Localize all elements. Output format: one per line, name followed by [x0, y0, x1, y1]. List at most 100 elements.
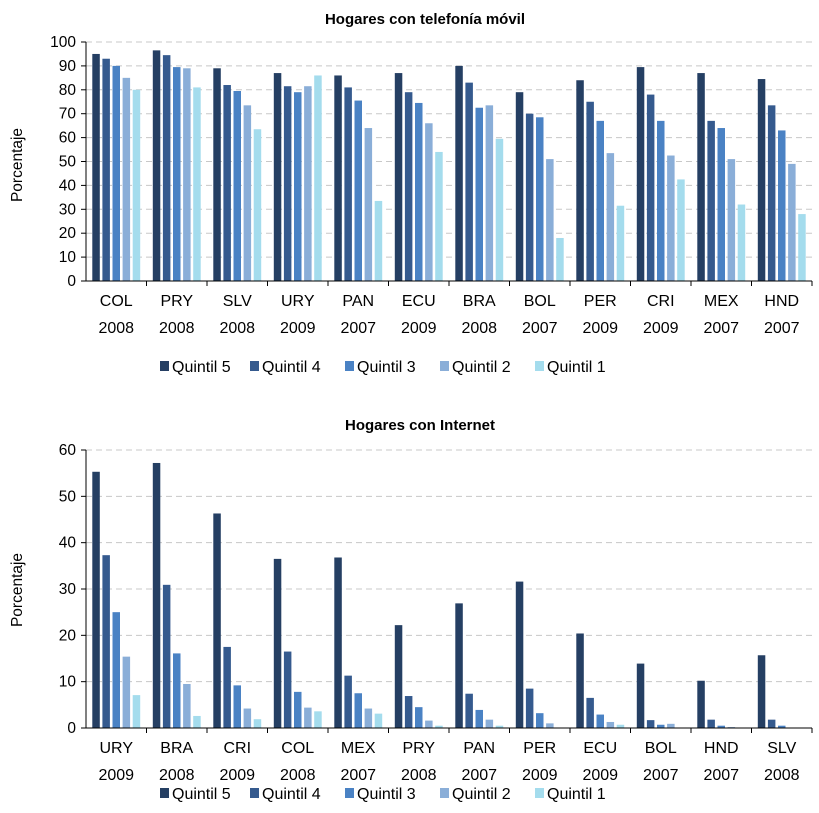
x-tick-label-country: ECU	[583, 740, 617, 757]
bar-pan-quintil-5	[455, 603, 463, 728]
bar-bol-quintil-2	[546, 159, 554, 281]
x-tick-label-country: PRY	[160, 293, 193, 310]
bar-pan-quintil-4	[344, 87, 352, 281]
bar-ecu-quintil-3	[415, 102, 423, 281]
bar-col-quintil-2	[122, 77, 131, 281]
bar-ecu-quintil-4	[586, 697, 594, 728]
bar-cri-quintil-5	[636, 67, 645, 281]
bar-ury-quintil-3	[112, 612, 120, 728]
bar-col-quintil-4	[283, 651, 292, 728]
bar-per-quintil-2	[546, 723, 554, 728]
legend-swatch	[535, 361, 544, 371]
bar-mex-quintil-1	[374, 713, 383, 728]
bar-bol-quintil-5	[636, 663, 645, 728]
x-tick-label-year: 2009	[280, 320, 316, 337]
bar-hnd-quintil-4	[707, 719, 715, 728]
x-tick-label-year: 2007	[643, 767, 679, 784]
bar-pan-quintil-3	[354, 100, 362, 282]
bar-pry-quintil-4	[404, 696, 413, 728]
bar-per-quintil-3	[536, 713, 544, 728]
bar-cri-quintil-1	[253, 719, 262, 728]
bar-col-quintil-3	[294, 691, 302, 728]
bar-col-quintil-5	[92, 53, 100, 282]
bar-slv-quintil-3	[778, 725, 786, 728]
x-tick-label-year: 2009	[582, 767, 618, 784]
x-tick-label-country: COL	[100, 293, 133, 310]
x-tick-label-country: BRA	[463, 293, 496, 310]
bar-mex-quintil-5	[697, 73, 705, 281]
bar-hnd-quintil-3	[717, 725, 725, 728]
x-tick-label-country: COL	[281, 740, 314, 757]
bar-mex-quintil-5	[334, 557, 342, 728]
bar-ecu-quintil-3	[596, 714, 604, 728]
bar-per-quintil-1	[616, 205, 625, 281]
bar-ury-quintil-4	[283, 86, 292, 281]
legend-swatch	[440, 361, 449, 371]
bar-hnd-quintil-5	[697, 680, 705, 728]
bar-pry-quintil-1	[193, 87, 201, 281]
x-tick-label-country: ECU	[402, 293, 436, 310]
legend-swatch	[160, 361, 169, 371]
x-tick-label-country: MEX	[341, 740, 376, 757]
x-tick-label-country: BRA	[160, 740, 193, 757]
x-tick-label-country: HND	[764, 293, 799, 310]
bar-hnd-quintil-1	[798, 214, 806, 281]
bar-bol-quintil-3	[657, 724, 665, 728]
x-tick-label-country: URY	[100, 740, 134, 757]
x-tick-label-country: PAN	[342, 293, 374, 310]
bar-slv-quintil-5	[757, 655, 766, 728]
y-tick-label: 60	[59, 130, 77, 147]
bar-mex-quintil-4	[707, 120, 715, 282]
bar-pry-quintil-5	[152, 50, 161, 281]
x-tick-label-country: BOL	[524, 293, 556, 310]
y-tick-label: 80	[59, 82, 77, 99]
bar-cri-quintil-3	[233, 685, 241, 728]
y-tick-label: 100	[50, 34, 76, 51]
chart-title: Hogares con Internet	[345, 417, 495, 434]
y-tick-label: 20	[59, 627, 77, 644]
legend-label: Quintil 1	[547, 786, 606, 803]
y-tick-label: 30	[59, 581, 77, 598]
x-tick-label-year: 2009	[522, 767, 558, 784]
mobile-phone-chart: Hogares con telefonía móvil Porcentaje 0…	[9, 11, 813, 376]
bar-mex-quintil-3	[717, 128, 725, 281]
legend-swatch	[440, 788, 449, 798]
bar-bra-quintil-4	[162, 584, 171, 728]
legend-label: Quintil 3	[357, 359, 416, 376]
bar-ury-quintil-2	[304, 86, 312, 281]
legend-swatch	[250, 361, 259, 371]
y-tick-label: 50	[59, 488, 77, 505]
bar-slv-quintil-4	[767, 719, 776, 728]
legend-label: Quintil 4	[262, 359, 321, 376]
y-tick-label: 30	[59, 201, 77, 218]
x-tick-label-year: 2008	[98, 320, 134, 337]
bar-hnd-quintil-4	[767, 105, 776, 282]
bar-mex-quintil-3	[354, 693, 362, 728]
bar-slv-quintil-3	[233, 90, 241, 282]
y-tick-label: 50	[59, 154, 77, 171]
bar-bra-quintil-3	[173, 653, 181, 728]
bar-bra-quintil-5	[455, 65, 463, 282]
bar-per-quintil-5	[576, 80, 584, 282]
x-tick-label-year: 2007	[764, 320, 800, 337]
bar-pan-quintil-2	[485, 719, 494, 728]
legend-label: Quintil 2	[452, 786, 511, 803]
x-tick-label-year: 2008	[159, 320, 195, 337]
bar-ury-quintil-4	[102, 555, 110, 728]
bar-pan-quintil-2	[364, 128, 373, 281]
bar-bra-quintil-1	[193, 715, 201, 728]
legend-label: Quintil 4	[262, 786, 321, 803]
bar-ury-quintil-3	[294, 92, 302, 281]
bar-bol-quintil-3	[536, 117, 544, 281]
bar-pan-quintil-1	[495, 725, 504, 728]
bar-pry-quintil-3	[415, 707, 423, 728]
bar-mex-quintil-2	[364, 708, 373, 728]
bar-cri-quintil-1	[677, 179, 685, 281]
bar-bol-quintil-1	[556, 237, 564, 281]
legend-swatch	[160, 788, 169, 798]
bar-bra-quintil-2	[485, 105, 494, 282]
bar-col-quintil-1	[314, 711, 322, 728]
bar-ecu-quintil-5	[576, 633, 584, 728]
x-tick-label-year: 2009	[643, 320, 679, 337]
